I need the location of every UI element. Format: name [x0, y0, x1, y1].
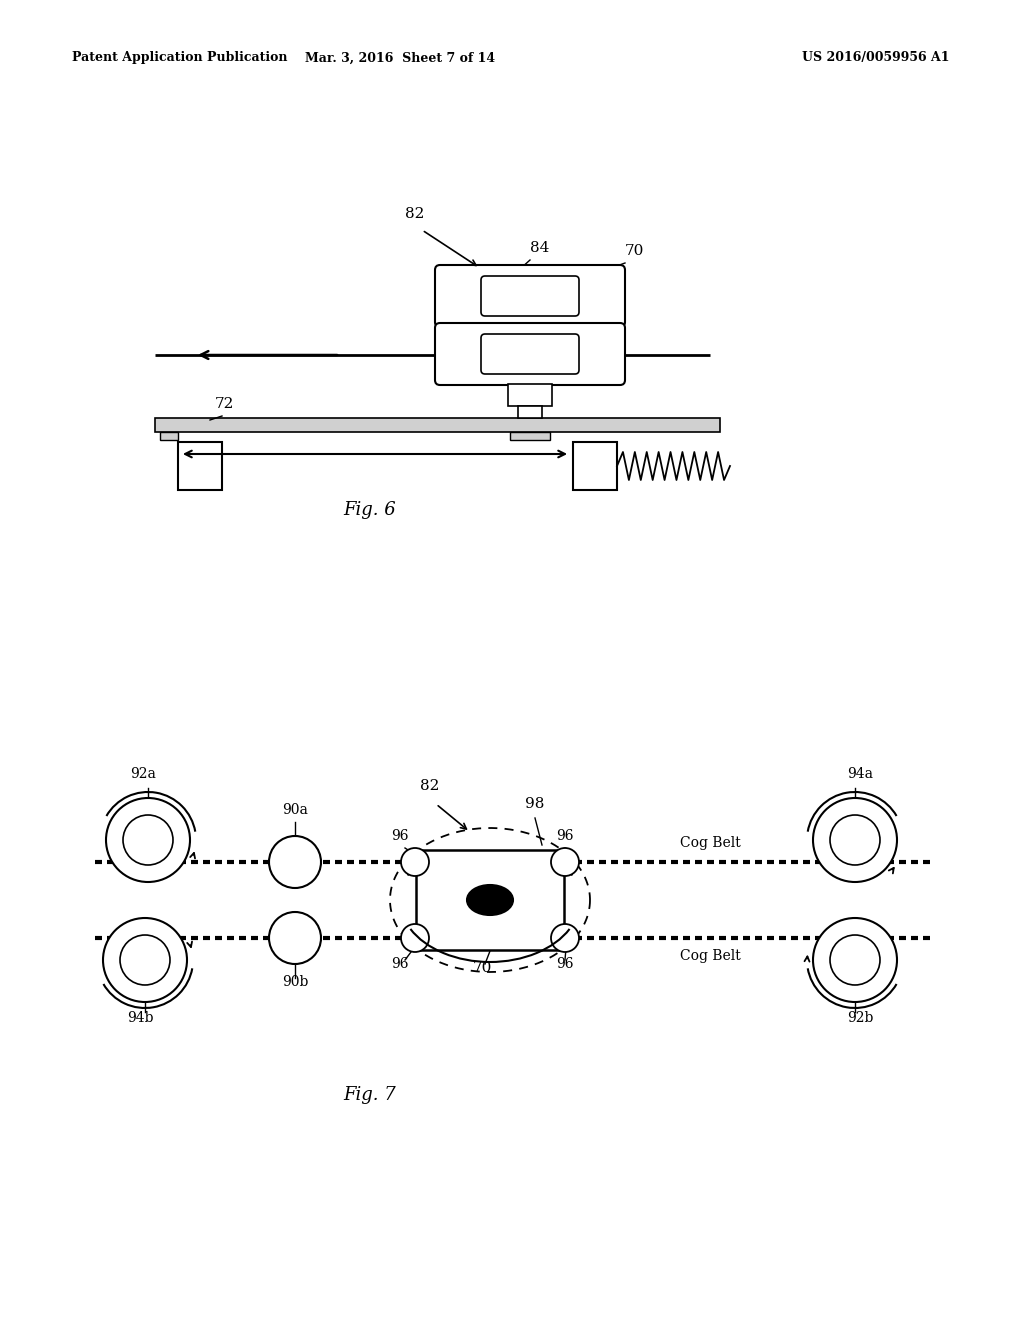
Circle shape — [269, 836, 321, 888]
Text: 94a: 94a — [847, 767, 873, 781]
Text: 82: 82 — [406, 207, 425, 220]
Text: 92a: 92a — [130, 767, 156, 781]
Text: 96: 96 — [391, 957, 409, 972]
Circle shape — [830, 935, 880, 985]
Circle shape — [401, 924, 429, 952]
Circle shape — [401, 847, 429, 876]
Bar — [155, 418, 720, 432]
Text: 98: 98 — [525, 797, 545, 810]
Text: Fig. 7: Fig. 7 — [344, 1086, 396, 1104]
Text: 72: 72 — [215, 397, 234, 411]
FancyBboxPatch shape — [481, 334, 579, 374]
Bar — [573, 442, 617, 490]
FancyBboxPatch shape — [435, 323, 625, 385]
Circle shape — [103, 917, 187, 1002]
Circle shape — [123, 814, 173, 865]
Text: 94b: 94b — [127, 1011, 154, 1026]
Circle shape — [120, 935, 170, 985]
Circle shape — [813, 917, 897, 1002]
Circle shape — [813, 799, 897, 882]
Text: 90b: 90b — [282, 975, 308, 989]
Text: 96: 96 — [556, 829, 573, 843]
Text: Patent Application Publication: Patent Application Publication — [72, 51, 288, 65]
Text: US 2016/0059956 A1: US 2016/0059956 A1 — [803, 51, 950, 65]
Circle shape — [106, 799, 190, 882]
Text: 82: 82 — [420, 779, 439, 793]
Bar — [508, 384, 552, 407]
Text: 96: 96 — [391, 829, 409, 843]
Circle shape — [269, 912, 321, 964]
Circle shape — [830, 814, 880, 865]
Bar — [510, 432, 550, 440]
Text: Cog Belt: Cog Belt — [680, 949, 740, 964]
FancyBboxPatch shape — [435, 265, 625, 327]
Text: 84: 84 — [530, 242, 549, 255]
Bar — [518, 407, 542, 418]
Text: Fig. 6: Fig. 6 — [344, 502, 396, 519]
Bar — [178, 442, 222, 490]
Text: 90a: 90a — [282, 803, 308, 817]
Circle shape — [551, 924, 579, 952]
Text: Mar. 3, 2016  Sheet 7 of 14: Mar. 3, 2016 Sheet 7 of 14 — [305, 51, 495, 65]
Ellipse shape — [467, 884, 513, 915]
Bar — [416, 850, 564, 950]
Text: 70: 70 — [472, 961, 492, 975]
Text: 92b: 92b — [847, 1011, 873, 1026]
Text: 70: 70 — [625, 244, 644, 257]
Circle shape — [551, 847, 579, 876]
Text: Cog Belt: Cog Belt — [680, 836, 740, 850]
Text: 96: 96 — [556, 957, 573, 972]
FancyBboxPatch shape — [481, 276, 579, 315]
Bar — [160, 432, 178, 440]
